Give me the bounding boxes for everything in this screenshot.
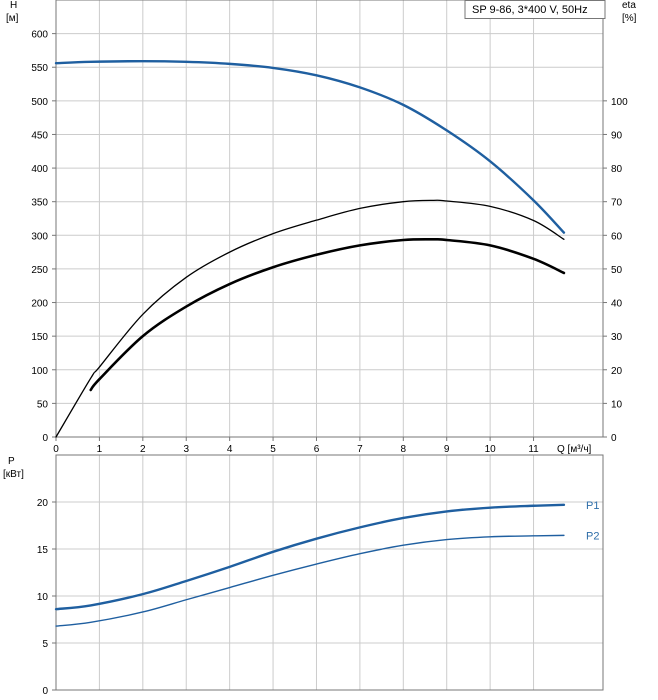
p-tick-label: 15: [37, 545, 49, 556]
eta-curve-lower: [89, 237, 566, 392]
x-axis-label: Q [м³/ч]: [557, 444, 592, 455]
p-axis-unit: [кВт]: [3, 469, 24, 480]
curve-layer: [54, 59, 566, 627]
legend-box: SP 9-86, 3*400 V, 50Hz: [464, 0, 606, 19]
x-tick-label: 8: [401, 444, 407, 455]
y2-tick-label: 10: [611, 399, 623, 410]
y2-tick-label: 40: [611, 299, 623, 310]
x-tick-label: 5: [270, 444, 276, 455]
x-tick-label: 2: [140, 444, 146, 455]
y-tick-label: 600: [31, 30, 48, 41]
y2-tick-label: 100: [611, 97, 628, 108]
x-tick-label: 10: [485, 444, 497, 455]
p-tick-label: 0: [42, 686, 48, 697]
y-tick-label: 450: [31, 130, 48, 141]
y-tick-label: 50: [37, 399, 49, 410]
y2-tick-label: 30: [611, 332, 623, 343]
y2-tick-label: 50: [611, 265, 623, 276]
x-tick-label: 3: [183, 444, 189, 455]
x-tick-label: 9: [444, 444, 450, 455]
y-tick-label: 200: [31, 299, 48, 310]
x-tick-label: 4: [227, 444, 233, 455]
p1-curve-label: P1: [586, 500, 599, 512]
p-tick-label: 10: [37, 592, 49, 603]
x-tick-label: 7: [357, 444, 363, 455]
y-tick-label: 350: [31, 198, 48, 209]
p-axis-label: P: [8, 456, 15, 467]
grid-layer: [56, 0, 603, 690]
legend-frame: [464, 0, 606, 19]
eta-curve-upper: [55, 199, 565, 438]
y-tick-label: 300: [31, 231, 48, 242]
legend-text: SP 9-86, 3*400 V, 50Hz: [472, 4, 588, 16]
y2-tick-label: 70: [611, 198, 623, 209]
p1-curve: [54, 503, 566, 611]
p-tick-label: 5: [42, 639, 48, 650]
y2-tick-label: 80: [611, 164, 623, 175]
y-tick-label: 400: [31, 164, 48, 175]
x-tick-label: 6: [314, 444, 320, 455]
text-layer: 0 1 2 3 4 5 6 7 8 9 10 1105010015020025030035040045…: [3, 0, 637, 697]
y2-tick-label: 20: [611, 366, 623, 377]
frame-layer: [52, 0, 607, 691]
y-tick-label: 250: [31, 265, 48, 276]
y-tick-label: 100: [31, 366, 48, 377]
head-curve: [54, 59, 566, 234]
x-tick-label: 0: [53, 444, 59, 455]
y-axis-unit: [м]: [6, 13, 19, 24]
y-tick-label: 0: [42, 433, 48, 444]
p-tick-label: 20: [37, 498, 49, 509]
y-axis-label: H: [10, 0, 17, 11]
y2-axis-label: eta: [622, 0, 636, 11]
plot-frame-top: [55, 0, 604, 438]
y2-tick-label: 60: [611, 231, 623, 242]
y-tick-label: 150: [31, 332, 48, 343]
y2-tick-label: 0: [611, 433, 617, 444]
y-tick-label: 550: [31, 63, 48, 74]
x-tick-label: 1: [97, 444, 103, 455]
plot-frame-bottom: [55, 454, 604, 691]
y2-tick-label: 90: [611, 130, 623, 141]
p2-curve: [55, 534, 565, 627]
y2-axis-unit: [%]: [622, 13, 637, 24]
x-tick-label: 11: [528, 444, 539, 455]
p2-curve-label: P2: [586, 530, 599, 542]
y-tick-label: 500: [31, 97, 48, 108]
